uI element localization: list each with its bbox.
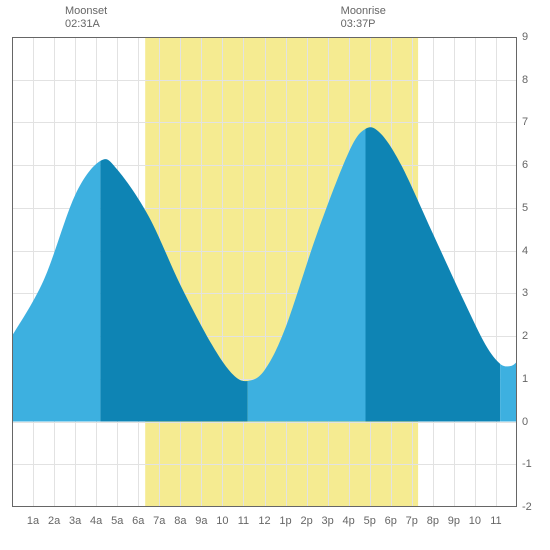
x-tick: 9p <box>448 515 460 527</box>
moonrise-time: 03:37P <box>341 18 386 31</box>
moonrise-title: Moonrise <box>341 5 386 18</box>
x-tick: 3p <box>322 515 334 527</box>
x-tick: 9a <box>195 515 207 527</box>
y-tick: 3 <box>522 287 528 299</box>
x-tick: 11 <box>490 515 501 527</box>
y-tick: 2 <box>522 330 528 342</box>
chart-header: Moonset 02:31A Moonrise 03:37P <box>12 5 540 35</box>
y-tick: 7 <box>522 116 528 128</box>
tide-chart: Moonset 02:31A Moonrise 03:37P -2-101234… <box>12 5 540 545</box>
y-tick: 5 <box>522 202 528 214</box>
x-axis: 1a 2a 3a 4a 5a 6a 7a 8a 9a 10 11 12 1p 2p 3p 4p 5p 6p 7p 8p… <box>12 515 517 535</box>
x-tick: 7a <box>153 515 165 527</box>
y-tick: -2 <box>522 501 532 513</box>
x-tick: 4p <box>343 515 355 527</box>
moonrise-label: Moonrise 03:37P <box>341 5 386 31</box>
moonset-title: Moonset <box>65 5 107 18</box>
x-tick: 5a <box>111 515 123 527</box>
x-tick: 5p <box>364 515 376 527</box>
plot-svg <box>12 37 517 507</box>
y-tick: 8 <box>522 74 528 86</box>
x-tick: 10 <box>216 515 228 527</box>
y-tick: 6 <box>522 159 528 171</box>
x-tick: 8a <box>174 515 186 527</box>
x-tick: 4a <box>90 515 102 527</box>
y-tick: 1 <box>522 373 528 385</box>
x-tick: 2p <box>300 515 312 527</box>
moonset-time: 02:31A <box>65 18 107 31</box>
x-tick: 6p <box>385 515 397 527</box>
y-tick: 0 <box>522 416 528 428</box>
plot-area <box>12 37 517 507</box>
y-axis: -2-10123456789 <box>522 37 542 507</box>
x-tick: 11 <box>238 515 249 527</box>
x-tick: 1p <box>279 515 291 527</box>
y-tick: 4 <box>522 245 528 257</box>
x-tick: 2a <box>48 515 60 527</box>
x-tick: 6a <box>132 515 144 527</box>
y-tick: -1 <box>522 458 532 470</box>
x-tick: 10 <box>469 515 481 527</box>
y-tick: 9 <box>522 31 528 43</box>
x-tick: 12 <box>258 515 270 527</box>
x-tick: 3a <box>69 515 81 527</box>
moonset-label: Moonset 02:31A <box>65 5 107 31</box>
x-tick: 7p <box>406 515 418 527</box>
x-tick: 1a <box>27 515 39 527</box>
x-tick: 8p <box>427 515 439 527</box>
